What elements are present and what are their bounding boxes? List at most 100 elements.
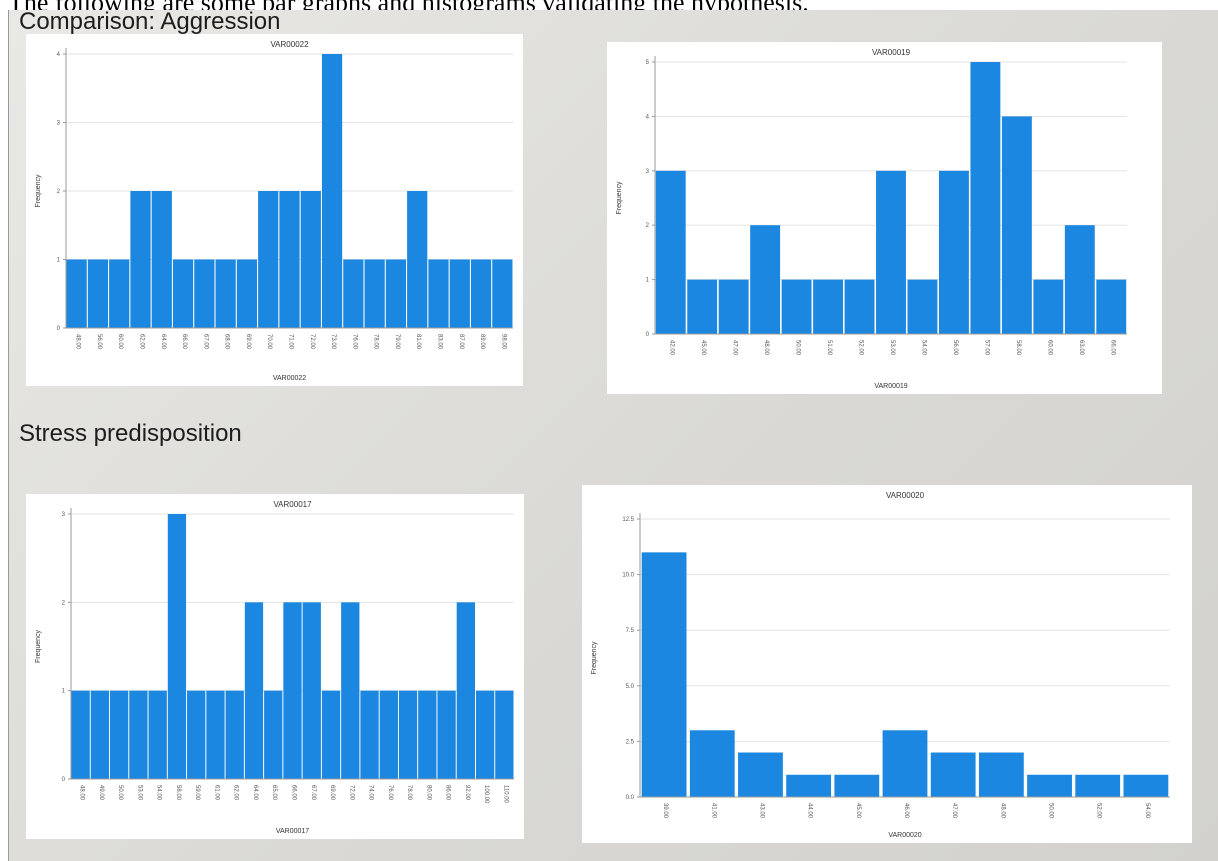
x-tick-label: 51.00 [826, 340, 832, 356]
x-tick-label: 48.00 [79, 785, 85, 801]
bar [876, 170, 906, 334]
bar [475, 690, 495, 779]
section-title-stress: Stress predisposition [19, 420, 242, 447]
x-tick-label: 98.00 [500, 334, 506, 350]
x-tick-label: 74.00 [368, 785, 374, 801]
y-tick-label: 3 [62, 512, 66, 518]
x-tick-label: 100.00 [483, 785, 489, 804]
bar [364, 259, 385, 328]
section-title-aggression: Comparison: Aggression [19, 8, 281, 35]
y-tick-label: 5.0 [626, 684, 635, 690]
bar [1033, 279, 1064, 334]
slide: Comparison: Aggression Stress predisposi… [8, 8, 1218, 861]
chart-title: VAR00017 [273, 500, 312, 509]
x-tick-label: 110.00 [502, 785, 508, 804]
x-axis-label: VAR00019 [874, 383, 907, 390]
bar [300, 191, 321, 328]
x-tick-label: 70.00 [266, 334, 272, 350]
bar [343, 259, 364, 328]
bar [938, 170, 969, 334]
chart-var00022: VAR00022 0 1 2 3 4 48.00 56.00 60.00 62.00 64.00 66… [35, 40, 513, 382]
x-tick-label: 52.00 [858, 340, 864, 356]
x-tick-label: 56.00 [96, 334, 102, 350]
y-tick-label: 3 [646, 169, 650, 175]
y-tick-label: 1 [646, 278, 650, 284]
x-tick-label: 65.00 [271, 785, 277, 801]
bar [87, 259, 109, 328]
x-tick-label: 52.00 [1096, 803, 1102, 819]
bar [379, 690, 398, 779]
y-tick-label: 0 [646, 332, 650, 338]
x-tick-label: 58.00 [1015, 340, 1021, 356]
x-tick-label: 44.00 [807, 803, 813, 819]
bar [738, 752, 783, 797]
bar [215, 259, 236, 328]
bar [418, 690, 437, 779]
bar [110, 690, 129, 779]
x-tick-label: 42.00 [669, 340, 675, 356]
bar [283, 602, 302, 779]
bar [302, 602, 321, 779]
bar [148, 690, 167, 779]
chart-panel-var00019: VAR00019 0 1 2 3 4 5 42.00 45.00 47.00 48.00 50.00 5… [607, 42, 1162, 394]
x-tick-label: 89.00 [479, 334, 485, 350]
bar [341, 602, 360, 779]
y-tick-label: 0.0 [626, 795, 635, 801]
x-tick-label: 63.00 [1078, 340, 1084, 356]
bar [129, 690, 148, 779]
bar [130, 191, 151, 328]
x-tick-label: 80.00 [425, 785, 431, 801]
x-tick-label: 58.00 [175, 785, 181, 801]
bar [321, 690, 341, 779]
y-tick-label: 3 [57, 121, 61, 127]
x-tick-label: 50.00 [1048, 803, 1054, 819]
chart-var00020: VAR00020 0.0 2.5 5.0 7.5 10.0 12.5 39.00 41.00 43… [591, 491, 1170, 839]
x-tick-label: 66.00 [181, 334, 187, 350]
x-tick-label: 78.00 [373, 334, 379, 350]
y-tick-label: 2.5 [626, 739, 635, 745]
chart-title: VAR00022 [270, 40, 309, 49]
x-tick-label: 53.00 [136, 785, 142, 801]
bar [930, 752, 976, 797]
bar [109, 259, 130, 328]
x-tick-label: 53.00 [889, 340, 895, 356]
x-tick-label: 56.00 [952, 340, 958, 356]
x-tick-label: 48.00 [75, 334, 81, 350]
chart-panel-var00022: VAR00022 0 1 2 3 4 48.00 56.00 60.00 62.00 64.00 66… [26, 34, 523, 386]
x-tick-label: 45.00 [700, 340, 706, 356]
bar [71, 690, 90, 779]
bar [437, 690, 456, 779]
bar [225, 690, 244, 779]
x-tick-label: 67.00 [310, 785, 316, 801]
x-tick-label: 78.00 [406, 785, 412, 801]
bar [970, 62, 1001, 334]
x-tick-label: 48.00 [999, 803, 1005, 819]
bar [66, 259, 87, 328]
bar [172, 259, 194, 328]
y-axis-label: Frequency [591, 641, 598, 675]
x-tick-label: 62.00 [139, 334, 145, 350]
bar [786, 774, 832, 797]
y-axis-label: Frequency [35, 174, 42, 208]
bar [689, 730, 735, 797]
x-tick-label: 41.00 [710, 803, 716, 819]
x-tick-label: 66.00 [1109, 340, 1115, 356]
x-tick-label: 64.00 [252, 785, 258, 801]
x-tick-label: 47.00 [732, 340, 738, 356]
x-tick-label: 79.00 [394, 334, 400, 350]
y-tick-label: 0 [62, 777, 66, 783]
bar [258, 191, 279, 328]
bar [187, 690, 206, 779]
bar [279, 191, 300, 328]
y-axis-label: Frequency [35, 629, 42, 663]
bar [449, 259, 470, 328]
x-tick-label: 48.00 [763, 340, 769, 356]
chart-panel-var00017: VAR00017 0 1 2 3 48.00 49.00 50.00 53.00 54.00 58.… [26, 494, 524, 839]
bar [1027, 774, 1072, 797]
bar [844, 279, 875, 334]
bar [167, 514, 187, 779]
x-tick-label: 60.00 [1046, 340, 1052, 356]
x-tick-label: 39.00 [662, 803, 668, 819]
y-tick-label: 7.5 [626, 628, 635, 634]
bar [385, 259, 407, 328]
